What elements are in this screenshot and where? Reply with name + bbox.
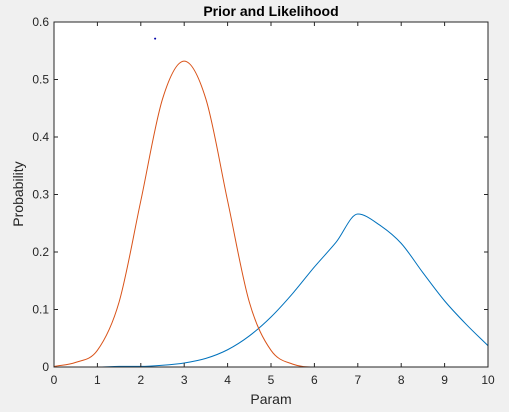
axes-box [53,21,489,368]
x-tick-label: 0 [51,373,58,387]
x-tick-label: 7 [354,373,361,387]
x-tick-label: 3 [181,373,188,387]
y-axis-label: Probability [10,161,26,226]
x-tick-label: 5 [268,373,275,387]
x-tick-label: 1 [94,373,101,387]
y-tick-label: 0.2 [32,245,49,259]
x-tick-label: 2 [137,373,144,387]
y-tick-label: 0.5 [32,73,49,87]
y-tick-label: 0.4 [32,130,49,144]
y-tick-label: 0.6 [32,15,49,29]
x-tick-label: 8 [398,373,405,387]
plot-area [54,22,488,367]
y-tick-label: 0.3 [32,188,49,202]
ticks-layer: 0 1 2 3 4 5 6 7 8 9 10 0 0.1 0.2 0.3 0.4 0.5 0.6 [32,15,495,387]
x-tick-label: 9 [441,373,448,387]
chart-title: Prior and Likelihood [203,3,338,19]
data-point-marker [154,37,157,40]
series-line-1 [54,213,489,368]
x-tick-label: 4 [224,373,231,387]
y-tick-label: 0.1 [32,303,49,317]
x-tick-label: 6 [311,373,318,387]
x-tick-label: 10 [481,373,495,387]
x-axis-label: Param [250,391,291,407]
y-tick-label: 0 [42,360,49,374]
